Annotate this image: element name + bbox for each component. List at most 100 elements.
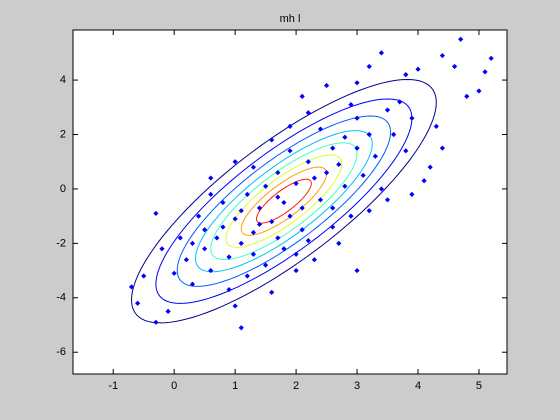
point <box>287 123 293 129</box>
point <box>366 208 372 214</box>
point <box>153 210 159 217</box>
point <box>305 238 311 244</box>
point <box>305 159 311 165</box>
point <box>250 251 257 257</box>
point <box>317 197 324 203</box>
point <box>232 216 238 222</box>
point <box>135 300 141 306</box>
point <box>293 251 299 257</box>
point <box>488 55 494 61</box>
point <box>354 80 360 86</box>
point <box>311 257 317 263</box>
point <box>397 99 403 105</box>
point <box>323 170 330 176</box>
x-tick-label: 1 <box>232 380 238 392</box>
point <box>238 240 244 246</box>
x-tick-label: 4 <box>415 380 421 392</box>
point <box>354 267 360 274</box>
point <box>269 218 275 225</box>
point <box>141 273 147 279</box>
x-tick-label: 2 <box>293 380 299 392</box>
point <box>244 191 250 197</box>
point <box>165 308 171 315</box>
point <box>366 131 372 138</box>
plot-area <box>73 30 507 374</box>
x-tick-label: 5 <box>476 380 482 392</box>
axes-box <box>72 29 508 375</box>
point <box>256 221 263 227</box>
point <box>226 287 232 293</box>
point <box>202 227 208 233</box>
y-tick-label: 0 <box>60 183 66 195</box>
y-tick-label: -2 <box>56 237 66 249</box>
point <box>476 88 482 94</box>
point <box>391 131 397 138</box>
point <box>177 235 183 241</box>
point <box>378 50 385 56</box>
point <box>299 205 305 211</box>
point <box>238 325 244 331</box>
point <box>250 229 257 236</box>
point <box>275 194 281 200</box>
point <box>439 52 445 59</box>
point <box>263 262 269 268</box>
point <box>269 137 275 143</box>
point <box>226 254 232 260</box>
contour <box>131 78 437 324</box>
point <box>317 126 324 132</box>
x-tick-label: -1 <box>108 380 118 392</box>
point <box>366 63 372 70</box>
point <box>342 134 348 140</box>
point <box>330 145 336 151</box>
point <box>287 148 293 154</box>
x-tick-label: 0 <box>171 380 177 392</box>
y-tick-label: 4 <box>60 74 66 86</box>
y-tick-label: -6 <box>56 346 66 358</box>
point <box>330 224 336 230</box>
point <box>482 69 488 75</box>
contour <box>176 115 392 287</box>
point <box>348 101 354 108</box>
point <box>269 289 275 295</box>
point <box>275 170 281 176</box>
point <box>293 267 299 274</box>
point <box>372 153 378 159</box>
point <box>250 164 257 170</box>
contour <box>210 142 358 261</box>
point <box>311 175 317 181</box>
point <box>208 191 214 197</box>
point <box>403 72 409 78</box>
contour <box>240 166 328 236</box>
point <box>299 93 305 100</box>
point <box>336 161 342 168</box>
contour <box>225 154 343 248</box>
point <box>232 159 238 165</box>
point <box>202 246 208 252</box>
y-tick-label: 2 <box>60 128 66 140</box>
point <box>378 186 385 192</box>
point <box>409 191 415 197</box>
point <box>214 235 220 241</box>
contour <box>255 178 312 224</box>
point <box>244 273 250 279</box>
point <box>256 205 263 211</box>
point <box>330 205 336 211</box>
point <box>384 197 391 203</box>
point <box>189 240 196 246</box>
point <box>153 319 159 325</box>
point <box>323 82 330 89</box>
contour <box>155 98 413 304</box>
point <box>354 145 360 151</box>
point <box>208 267 214 274</box>
x-tick-label: 3 <box>354 380 360 392</box>
point <box>348 213 354 219</box>
point <box>275 235 281 241</box>
point <box>159 246 165 252</box>
y-tick-label: -4 <box>56 292 66 304</box>
point <box>360 172 366 178</box>
point <box>195 213 202 219</box>
point <box>336 240 342 246</box>
point <box>342 183 348 189</box>
